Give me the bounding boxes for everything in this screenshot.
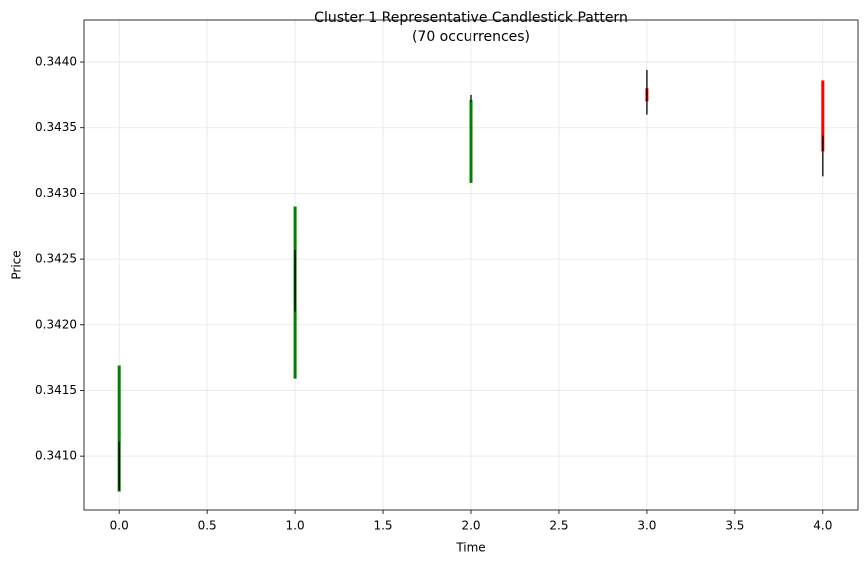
x-tick-label: 3.5 — [725, 519, 744, 533]
y-axis-label: Price — [10, 250, 24, 279]
x-tick-label: 0.5 — [198, 519, 217, 533]
x-tick-label: 2.0 — [461, 519, 480, 533]
candle-body — [821, 80, 825, 152]
x-tick-label: 1.5 — [373, 519, 392, 533]
x-tick-label: 3.0 — [637, 519, 656, 533]
chart-title: Cluster 1 Representative Candlestick Pat… — [314, 10, 628, 26]
y-tick-label: 0.3420 — [35, 317, 77, 331]
x-tick-label: 1.0 — [286, 519, 305, 533]
y-tick-label: 0.3430 — [35, 186, 77, 200]
y-tick-label: 0.3410 — [35, 449, 77, 463]
y-tick-label: 0.3425 — [35, 252, 77, 266]
x-tick-label: 2.5 — [549, 519, 568, 533]
y-tick-label: 0.3440 — [35, 55, 77, 69]
candle-body — [469, 100, 473, 183]
y-tick-label: 0.3415 — [35, 383, 77, 397]
x-tick-label: 4.0 — [813, 519, 832, 533]
candle-body — [117, 365, 121, 492]
y-tick-label: 0.3435 — [35, 120, 77, 134]
x-tick-label: 0.0 — [110, 519, 129, 533]
plot-frame — [83, 19, 859, 511]
x-axis-label: Time — [455, 541, 485, 555]
